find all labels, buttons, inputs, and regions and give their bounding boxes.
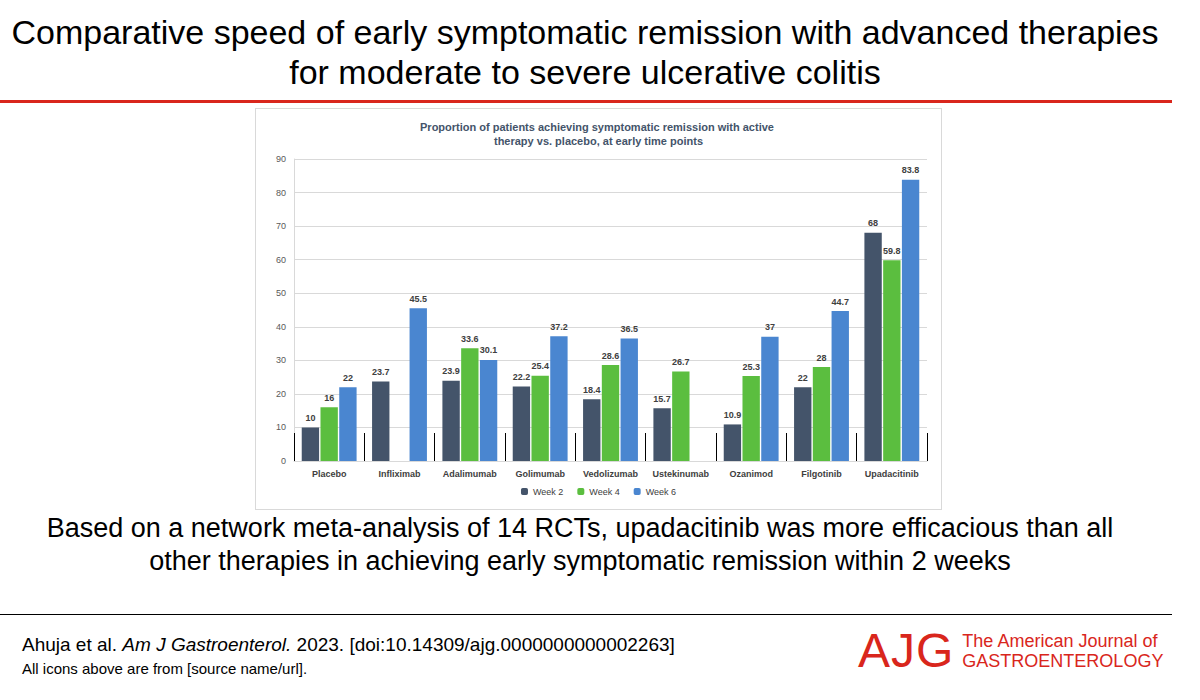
svg-text:Ozanimod: Ozanimod (729, 469, 773, 479)
html-text:All icons above are from [sour: All icons above are from [source name/ur… (22, 660, 308, 677)
svg-text:Upadacitinib: Upadacitinib (865, 469, 920, 479)
svg-text:Week 4: Week 4 (589, 487, 619, 497)
svg-text:Infliximab: Infliximab (378, 469, 421, 479)
svg-text:26.7: 26.7 (672, 357, 690, 367)
svg-text:20: 20 (276, 389, 286, 399)
html-text:Based on a network meta-analys: Based on a network meta-analysis of 14 R… (46, 513, 1114, 576)
svg-text:Ustekinumab: Ustekinumab (653, 469, 710, 479)
svg-text:90: 90 (276, 154, 286, 164)
svg-text:18.4: 18.4 (583, 385, 601, 395)
svg-text:83.8: 83.8 (902, 165, 920, 175)
svg-text:23.9: 23.9 (442, 366, 460, 376)
html-text:Ahuja et al. Am J Gastroentero: Ahuja et al. Am J Gastroenterol. 2023. [… (22, 634, 675, 655)
svg-text:25.3: 25.3 (742, 362, 760, 372)
svg-text:15.7: 15.7 (653, 394, 671, 404)
svg-text:70: 70 (276, 221, 286, 231)
svg-text:10: 10 (305, 413, 315, 423)
svg-text:80: 80 (276, 188, 286, 198)
svg-text:22: 22 (798, 373, 808, 383)
svg-text:37.2: 37.2 (550, 322, 568, 332)
svg-text:68: 68 (868, 218, 878, 228)
svg-text:Week 6: Week 6 (646, 487, 676, 497)
svg-text:Golimumab: Golimumab (515, 469, 565, 479)
svg-text:60: 60 (276, 255, 286, 265)
svg-text:therapy vs. placebo, at early: therapy vs. placebo, at early time point… (494, 135, 703, 147)
html-text:The American Journal of: The American Journal of (962, 631, 1158, 651)
svg-text:44.7: 44.7 (831, 297, 849, 307)
svg-text:Placebo: Placebo (312, 469, 347, 479)
svg-text:23.7: 23.7 (372, 367, 390, 377)
svg-text:Adalimumab: Adalimumab (443, 469, 498, 479)
svg-text:25.4: 25.4 (531, 361, 549, 371)
html-text:AJG: AJG (858, 624, 955, 677)
svg-text:50: 50 (276, 288, 286, 298)
svg-text:10.9: 10.9 (724, 410, 742, 420)
svg-text:10: 10 (276, 422, 286, 432)
svg-text:28.6: 28.6 (602, 351, 620, 361)
svg-text:22: 22 (343, 373, 353, 383)
svg-text:Week 2: Week 2 (533, 487, 563, 497)
svg-text:36.5: 36.5 (620, 324, 638, 334)
svg-text:0: 0 (281, 456, 286, 466)
svg-text:33.6: 33.6 (461, 334, 479, 344)
svg-text:45.5: 45.5 (409, 294, 427, 304)
svg-text:59.8: 59.8 (883, 246, 901, 256)
svg-text:16: 16 (324, 393, 334, 403)
svg-text:Vedolizumab: Vedolizumab (583, 469, 639, 479)
svg-text:Proportion of patients achievi: Proportion of patients achieving symptom… (420, 121, 777, 133)
svg-text:40: 40 (276, 322, 286, 332)
svg-text:22.2: 22.2 (513, 372, 531, 382)
svg-text:28: 28 (816, 353, 826, 363)
html-text:Comparative speed of early sym: Comparative speed of early symptomatic r… (11, 13, 1159, 91)
html-text:GASTROENTEROLOGY: GASTROENTEROLOGY (962, 651, 1164, 671)
svg-text:30: 30 (276, 355, 286, 365)
svg-text:30.1: 30.1 (480, 345, 498, 355)
svg-text:37: 37 (765, 322, 775, 332)
svg-text:Filgotinib: Filgotinib (801, 469, 842, 479)
